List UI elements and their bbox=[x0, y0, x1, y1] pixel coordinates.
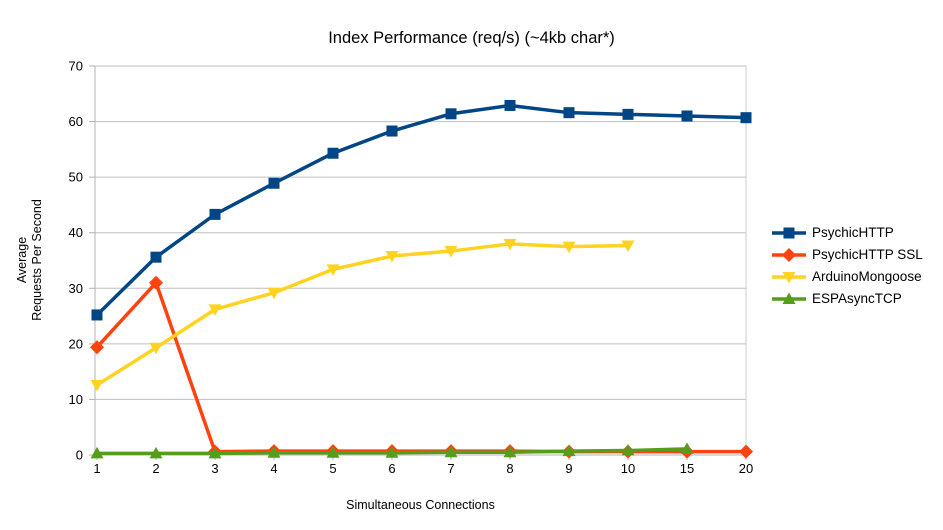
y-tick-label: 30 bbox=[69, 281, 83, 296]
triangle-down-marker bbox=[444, 246, 458, 258]
legend-item-espasynctcp: ESPAsyncTCP bbox=[771, 291, 923, 307]
triangle-up-marker bbox=[782, 292, 796, 304]
x-tick-label: 6 bbox=[388, 461, 395, 476]
y-tick-label: 70 bbox=[69, 59, 83, 74]
x-tick-label: 8 bbox=[506, 461, 513, 476]
series-arduinomongoose bbox=[90, 238, 635, 392]
triangle-up-marker bbox=[208, 446, 222, 459]
diamond-marker bbox=[90, 340, 104, 355]
x-tick-label: 1 bbox=[93, 461, 100, 476]
y-tick-label: 60 bbox=[69, 114, 83, 129]
x-tick-label: 4 bbox=[270, 461, 277, 476]
x-tick-label: 3 bbox=[211, 461, 218, 476]
chart-title: Index Performance (req/s) (~4kb char*) bbox=[328, 29, 615, 47]
triangle-up-marker bbox=[385, 446, 399, 458]
triangle-up-marker bbox=[680, 442, 694, 454]
triangle-down-marker bbox=[782, 272, 796, 284]
square-marker bbox=[327, 147, 339, 159]
square-marker bbox=[209, 208, 221, 220]
legend-label: ArduinoMongoose bbox=[812, 269, 922, 284]
square-marker bbox=[740, 112, 752, 124]
triangle-down-marker bbox=[385, 251, 399, 263]
legend-label: PsychicHTTP SSL bbox=[812, 247, 923, 262]
triangle-down-marker bbox=[562, 241, 576, 254]
triangle-up-marker bbox=[267, 446, 281, 458]
y-tick-label: 20 bbox=[69, 336, 83, 351]
diamond-marker bbox=[739, 444, 753, 459]
series-espasynctcp bbox=[90, 442, 694, 459]
x-tick-label: 10 bbox=[621, 461, 635, 476]
legend-key-diamond-icon bbox=[772, 248, 806, 262]
x-tick-label: 15 bbox=[680, 461, 694, 476]
diamond-marker bbox=[149, 275, 163, 290]
y-tick-label: 50 bbox=[69, 170, 83, 185]
x-tick-label: 9 bbox=[565, 461, 572, 476]
triangle-up-marker bbox=[444, 445, 458, 458]
x-tick-label: 5 bbox=[329, 461, 336, 476]
triangle-up-marker bbox=[90, 446, 104, 459]
square-marker bbox=[563, 107, 575, 119]
square-marker bbox=[150, 251, 162, 263]
x-axis-title: Simultaneous Connections bbox=[346, 498, 495, 512]
series-line bbox=[95, 280, 748, 454]
legend-label: ESPAsyncTCP bbox=[812, 291, 902, 306]
triangle-up-marker bbox=[326, 446, 340, 458]
triangle-up-marker bbox=[503, 445, 517, 458]
square-marker bbox=[268, 177, 280, 189]
series-psychichttp bbox=[91, 99, 752, 321]
series-psychichttp-ssl bbox=[90, 275, 753, 459]
diamond-marker bbox=[782, 248, 796, 262]
y-tick-label: 40 bbox=[69, 225, 83, 240]
square-marker bbox=[681, 110, 693, 122]
y-tick-label: 0 bbox=[76, 448, 83, 463]
triangle-up-marker bbox=[562, 444, 576, 457]
legend-label: PsychicHTTP bbox=[812, 225, 894, 240]
x-tick-label: 20 bbox=[739, 461, 753, 476]
triangle-down-marker bbox=[208, 304, 222, 316]
legend-item-psychichttp-ssl: PsychicHTTP SSL bbox=[771, 247, 923, 263]
triangle-up-marker bbox=[149, 446, 163, 459]
series-line bbox=[95, 242, 630, 387]
x-tick-label: 7 bbox=[447, 461, 454, 476]
triangle-up-marker bbox=[621, 444, 635, 456]
square-marker bbox=[445, 108, 457, 120]
triangle-down-marker bbox=[90, 379, 104, 392]
legend-key-triangle-up-icon bbox=[772, 292, 806, 304]
triangle-down-marker bbox=[326, 264, 340, 276]
y-tick-label: 10 bbox=[69, 392, 83, 407]
legend: PsychicHTTP PsychicHTTP SSL ArduinoMongoos… bbox=[771, 225, 923, 313]
square-marker bbox=[91, 309, 103, 321]
square-marker bbox=[622, 108, 634, 120]
legend-item-psychichttp: PsychicHTTP bbox=[771, 225, 923, 241]
square-marker bbox=[504, 99, 516, 111]
series-line bbox=[95, 103, 748, 317]
triangle-down-marker bbox=[503, 238, 517, 251]
triangle-down-marker bbox=[267, 287, 281, 300]
legend-key-square-icon bbox=[772, 227, 806, 239]
legend-item-arduinomongoose: ArduinoMongoose bbox=[771, 269, 923, 285]
legend-key-triangle-down-icon bbox=[772, 272, 806, 284]
x-tick-label: 2 bbox=[152, 461, 159, 476]
triangle-down-marker bbox=[621, 240, 635, 252]
square-marker bbox=[783, 227, 795, 239]
square-marker bbox=[386, 125, 398, 137]
triangle-down-marker bbox=[149, 342, 163, 355]
